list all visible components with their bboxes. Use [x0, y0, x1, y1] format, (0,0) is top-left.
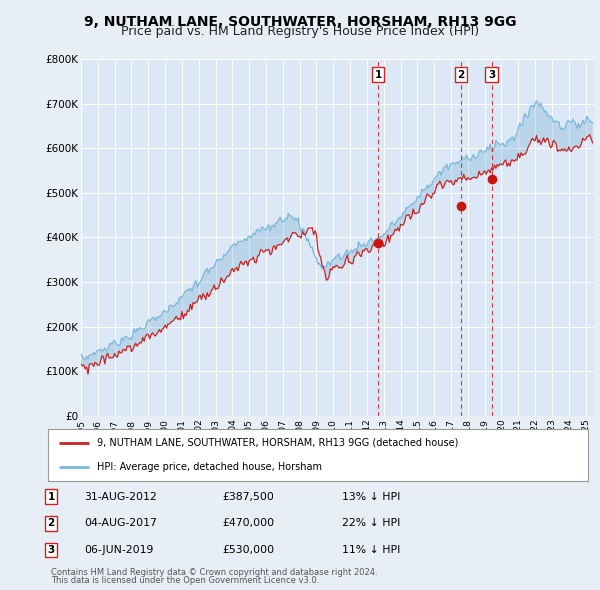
Text: 3: 3	[47, 545, 55, 555]
Text: 22% ↓ HPI: 22% ↓ HPI	[342, 519, 400, 528]
Text: 9, NUTHAM LANE, SOUTHWATER, HORSHAM, RH13 9GG (detached house): 9, NUTHAM LANE, SOUTHWATER, HORSHAM, RH1…	[97, 438, 458, 448]
Text: £530,000: £530,000	[222, 545, 274, 555]
Text: £470,000: £470,000	[222, 519, 274, 528]
Text: 31-AUG-2012: 31-AUG-2012	[84, 492, 157, 502]
Text: 13% ↓ HPI: 13% ↓ HPI	[342, 492, 400, 502]
Text: 9, NUTHAM LANE, SOUTHWATER, HORSHAM, RH13 9GG: 9, NUTHAM LANE, SOUTHWATER, HORSHAM, RH1…	[84, 15, 516, 29]
Text: 2: 2	[457, 70, 464, 80]
Text: 1: 1	[47, 492, 55, 502]
Text: £387,500: £387,500	[222, 492, 274, 502]
Text: HPI: Average price, detached house, Horsham: HPI: Average price, detached house, Hors…	[97, 462, 322, 472]
Text: 06-JUN-2019: 06-JUN-2019	[84, 545, 154, 555]
Text: 2: 2	[47, 519, 55, 528]
Text: 04-AUG-2017: 04-AUG-2017	[84, 519, 157, 528]
Text: 1: 1	[374, 70, 382, 80]
Text: 3: 3	[488, 70, 496, 80]
Text: This data is licensed under the Open Government Licence v3.0.: This data is licensed under the Open Gov…	[51, 576, 319, 585]
Text: 11% ↓ HPI: 11% ↓ HPI	[342, 545, 400, 555]
Text: Price paid vs. HM Land Registry's House Price Index (HPI): Price paid vs. HM Land Registry's House …	[121, 25, 479, 38]
Text: Contains HM Land Registry data © Crown copyright and database right 2024.: Contains HM Land Registry data © Crown c…	[51, 568, 377, 577]
